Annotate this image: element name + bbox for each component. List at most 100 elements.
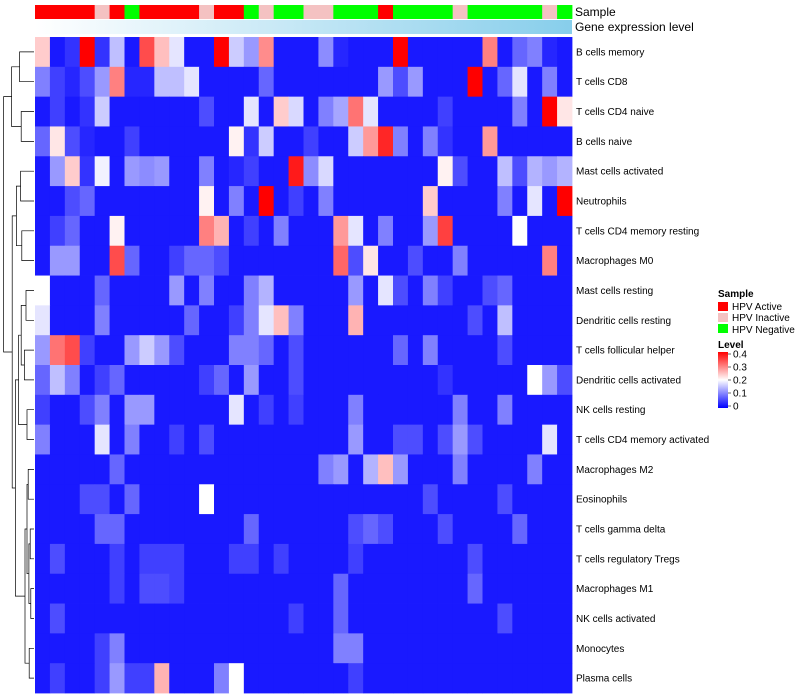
heatmap-cell	[273, 335, 289, 366]
heatmap-cell	[497, 603, 513, 634]
heatmap-cell	[49, 454, 66, 485]
heatmap-cell	[422, 484, 439, 515]
heatmap-cell	[273, 394, 289, 426]
heatmap-cell	[94, 663, 110, 694]
heatmap-cell	[139, 663, 155, 694]
legend-sample: Sample HPV Active HPV Inactive HPV Negat…	[718, 289, 795, 336]
heatmap-cell	[124, 37, 140, 68]
heatmap-cell	[79, 365, 96, 396]
heatmap-cell	[348, 424, 364, 455]
heatmap-cell	[393, 603, 409, 634]
heatmap-cell	[452, 305, 468, 336]
heatmap-cell	[467, 305, 483, 336]
heatmap-cell	[35, 484, 51, 515]
heatmap-cell	[542, 484, 558, 515]
heatmap-cell	[467, 37, 483, 68]
legend-label-hpv-inactive: HPV Inactive	[732, 313, 790, 324]
heatmap-cell	[348, 663, 364, 694]
heatmap-cell	[512, 543, 528, 575]
heatmap-cell	[139, 37, 155, 68]
heatmap-cell	[452, 573, 468, 604]
heatmap-cell	[482, 484, 498, 515]
heatmap-cell	[497, 96, 513, 127]
heatmap-cell	[35, 633, 51, 664]
heatmap-cell	[318, 215, 334, 247]
sample-annotation-cell	[482, 5, 498, 19]
heatmap-cell	[512, 603, 528, 634]
heatmap-cell	[288, 335, 304, 366]
heatmap-cell	[199, 394, 215, 426]
heatmap-cell	[154, 543, 170, 575]
heatmap-cell	[557, 66, 573, 98]
heatmap-cell	[64, 156, 81, 187]
heatmap-cell	[482, 543, 498, 575]
heatmap-cell	[184, 663, 200, 694]
heatmap-cell	[288, 424, 304, 455]
heatmap-cell	[243, 186, 260, 217]
heatmap-cell	[288, 156, 304, 187]
heatmap-cell	[497, 215, 513, 247]
heatmap-cell	[333, 543, 349, 575]
heatmap-cell	[527, 603, 543, 634]
heatmap-cell	[154, 365, 170, 396]
row-labels: B cells memory T cells CD8 T cells CD4 nai…	[576, 47, 709, 684]
heatmap-cell	[393, 96, 409, 127]
heatmap-cell	[243, 573, 260, 604]
heatmap-cell	[288, 96, 304, 127]
heatmap-cell	[35, 245, 51, 276]
heatmap-cell	[109, 543, 125, 575]
heatmap-cell	[49, 603, 66, 634]
heatmap-cell	[199, 514, 215, 545]
heatmap-cell	[258, 245, 275, 276]
heatmap-cell	[407, 603, 424, 634]
heatmap-cell	[169, 633, 185, 664]
heatmap-cell	[49, 245, 66, 276]
heatmap-cell	[542, 603, 558, 634]
heatmap-cell	[557, 305, 573, 336]
heatmap-cell	[497, 424, 513, 455]
sample-annotation-cell	[348, 5, 364, 19]
heatmap-cell	[422, 335, 439, 366]
heatmap-cell	[49, 484, 66, 515]
sample-annotation-cell	[49, 5, 66, 19]
heatmap-cell	[49, 573, 66, 604]
heatmap-cell	[527, 454, 543, 485]
heatmap-cell	[184, 37, 200, 68]
heatmap-cell	[407, 245, 424, 276]
heatmap-cell	[527, 424, 543, 455]
heatmap-cell	[557, 603, 573, 634]
heatmap-cell	[318, 126, 334, 157]
heatmap-cell	[64, 305, 81, 336]
heatmap-cell	[169, 335, 185, 366]
sample-annotation-cell	[363, 5, 379, 19]
heatmap-cell	[482, 156, 498, 187]
heatmap-cell	[467, 156, 483, 187]
heatmap-cell	[288, 663, 304, 694]
row-label: NK cells resting	[576, 405, 645, 416]
heatmap-cell	[378, 66, 394, 98]
heatmap-cell	[184, 66, 200, 98]
heatmap-cell	[527, 215, 543, 247]
heatmap-cell	[273, 424, 289, 455]
sample-annotation-cell	[94, 5, 110, 19]
heatmap-cell	[348, 573, 364, 604]
heatmap-cell	[422, 305, 439, 336]
heatmap-cell	[214, 275, 230, 306]
sample-annotation-cell	[422, 5, 439, 19]
heatmap-cell	[139, 245, 155, 276]
heatmap-cell	[527, 663, 543, 694]
heatmap-cell	[378, 394, 394, 426]
heatmap-cell	[288, 365, 304, 396]
heatmap-cell	[49, 96, 66, 127]
heatmap-cell	[348, 245, 364, 276]
heatmap-cell	[407, 663, 424, 694]
heatmap-cell	[497, 37, 513, 68]
heatmap-cell	[139, 96, 155, 127]
heatmap-cell	[199, 424, 215, 455]
heatmap-cell	[109, 275, 125, 306]
heatmap-cell	[482, 394, 498, 426]
heatmap-cell	[557, 96, 573, 127]
heatmap-cell	[94, 66, 110, 98]
heatmap-cell	[273, 66, 289, 98]
heatmap-cell	[542, 573, 558, 604]
